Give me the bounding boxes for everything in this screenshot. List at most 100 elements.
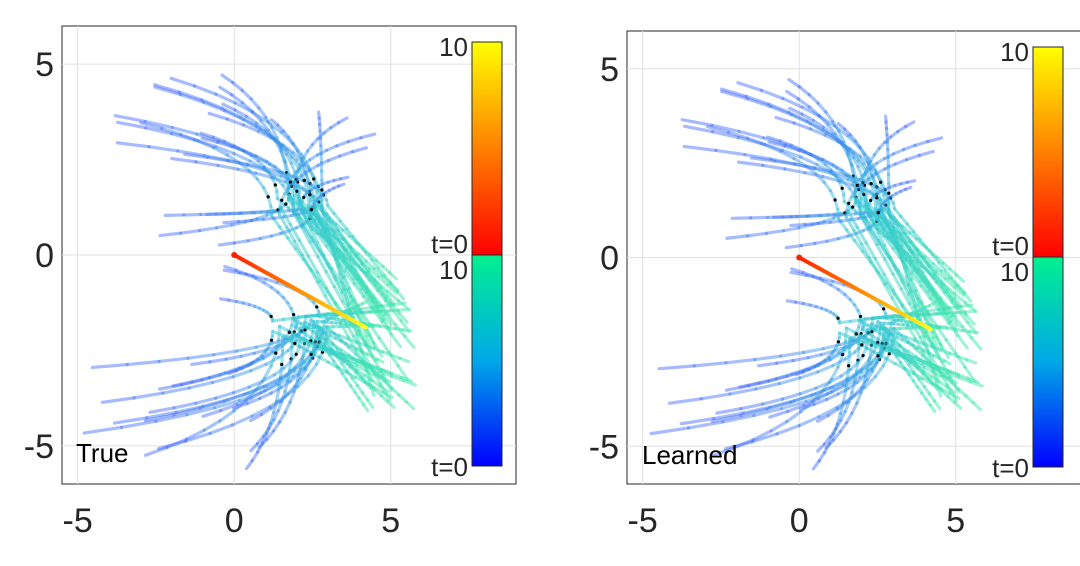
trajectory-segment: [952, 400, 963, 410]
trajectory-segment: [767, 140, 787, 148]
trajectory-segment: [251, 357, 260, 364]
trajectory-segment: [864, 241, 877, 261]
trajectory-segment: [269, 351, 278, 368]
trajectory-segment: [292, 361, 306, 373]
trajectory-segment: [781, 214, 799, 219]
trajectory-marker: [308, 189, 312, 193]
trajectory-segment: [278, 225, 290, 240]
trajectory-segment: [279, 206, 292, 226]
trajectory-segment: [281, 213, 294, 219]
trajectory-segment: [789, 393, 814, 404]
trajectory-segment: [858, 145, 866, 157]
trajectory-segment: [817, 356, 832, 366]
trajectory-segment: [739, 402, 765, 411]
trajectory-marker: [309, 208, 313, 212]
trajectory-segment: [224, 354, 243, 361]
trajectory-segment: [857, 145, 870, 160]
trajectory-segment: [332, 284, 345, 304]
trajectory-segment: [911, 250, 923, 264]
trajectory-segment: [737, 160, 765, 168]
trajectory-segment: [846, 174, 859, 187]
trajectory-segment: [207, 371, 227, 380]
trajectory-segment: [297, 166, 306, 182]
trajectory-segment: [355, 364, 368, 373]
trajectory-segment: [231, 369, 253, 379]
trajectory-segment: [745, 97, 773, 109]
trajectory-segment: [831, 346, 845, 354]
trajectory-segment: [921, 270, 930, 284]
trajectory-segment: [379, 374, 392, 384]
trajectory-segment: [223, 109, 246, 122]
trajectory-segment: [843, 350, 857, 361]
trajectory-segment: [170, 125, 199, 136]
trajectory-segment: [262, 166, 281, 174]
trajectory-segment: [922, 365, 935, 374]
trajectory-segment: [828, 170, 843, 182]
trajectory-segment: [284, 366, 297, 378]
trajectory-segment: [873, 222, 886, 238]
trajectory-marker: [292, 312, 296, 317]
trajectory-segment: [853, 139, 862, 150]
trajectory-segment: [281, 129, 291, 139]
trajectory-segment: [813, 362, 822, 369]
trajectory-segment: [264, 356, 280, 366]
trajectory-marker: [302, 195, 306, 199]
trajectory-segment: [872, 191, 879, 198]
trajectory-segment: [245, 162, 266, 170]
trajectory-segment: [861, 212, 873, 230]
trajectory-segment: [894, 189, 903, 196]
trajectory-segment: [829, 283, 840, 292]
trajectory-segment: [803, 150, 824, 162]
trajectory-segment: [389, 332, 402, 349]
trajectory-segment: [909, 251, 919, 265]
trajectory-segment: [156, 439, 188, 451]
trajectory-segment: [296, 162, 302, 174]
trajectory-segment: [862, 162, 873, 177]
trajectory-segment: [754, 382, 781, 391]
trajectory-segment: [241, 301, 252, 307]
trajectory-segment: [338, 150, 355, 158]
trajectory-segment: [375, 304, 386, 317]
trajectory-segment: [193, 138, 218, 149]
trajectory-segment: [205, 155, 230, 163]
trajectory-segment: [891, 147, 906, 156]
trajectory-segment: [352, 282, 365, 298]
trajectory-segment: [178, 92, 206, 104]
trajectory-segment: [859, 214, 872, 232]
trajectory-segment: [919, 284, 932, 300]
trajectory-segment: [947, 276, 959, 288]
trajectory-segment: [780, 148, 803, 159]
trajectory-segment: [964, 313, 976, 326]
trajectory-segment: [743, 152, 773, 161]
trajectory-segment: [255, 177, 266, 190]
trajectory-segment: [808, 152, 820, 161]
trajectory-segment: [836, 140, 852, 151]
trajectory-segment: [874, 167, 887, 176]
trajectory-segment: [867, 222, 876, 230]
trajectory-segment: [852, 385, 864, 397]
trajectory-segment: [291, 365, 307, 378]
trajectory-marker: [861, 181, 865, 185]
trajectory-segment: [848, 147, 862, 158]
trajectory-segment: [882, 272, 895, 292]
trajectory-segment: [177, 90, 204, 102]
trajectory-segment: [290, 212, 301, 218]
trajectory-segment: [227, 369, 238, 376]
trajectory-segment: [382, 313, 393, 326]
trajectory-segment: [956, 334, 969, 350]
trajectory-segment: [261, 167, 276, 179]
trajectory-segment: [252, 210, 269, 215]
trajectory-segment: [806, 353, 823, 360]
trajectory-segment: [360, 300, 368, 306]
trajectory-segment: [873, 168, 883, 184]
trajectory-segment: [682, 144, 718, 153]
trajectory-segment: [301, 158, 312, 167]
trajectory-segment: [340, 237, 352, 249]
trajectory-segment: [791, 356, 810, 363]
trajectory-segment: [289, 155, 301, 171]
trajectory-segment: [254, 276, 266, 285]
trajectory-segment: [782, 144, 801, 152]
trajectory-segment: [810, 153, 825, 162]
trajectory-segment: [855, 374, 867, 385]
trajectory-segment: [880, 220, 893, 232]
